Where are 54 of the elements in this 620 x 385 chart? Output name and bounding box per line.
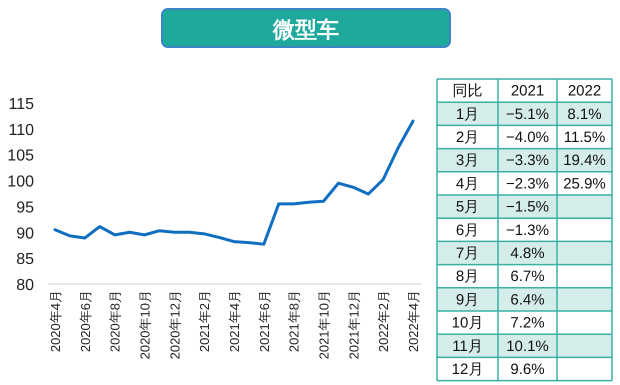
- chart-title: 微型车: [272, 17, 339, 42]
- x-tick-label: 2021年6月: [256, 290, 272, 352]
- y-tick-label: 90: [16, 225, 34, 242]
- data-label: −3.3%: [506, 152, 549, 170]
- y-tick-label: 10月: [452, 314, 484, 332]
- x-tick-label: 2021年2月: [197, 290, 212, 352]
- x-tick-label: 2021年12月: [346, 290, 362, 360]
- x-tick-label: 2022年2月: [376, 290, 392, 352]
- data-label: −4.0%: [506, 129, 549, 146]
- x-tick-label: 2022: [568, 82, 602, 100]
- data-label: 19.4%: [563, 152, 606, 170]
- y-tick-label: 85: [16, 251, 34, 268]
- y-tick-label: 115: [8, 96, 34, 113]
- x-tick-label: 2022年4月: [406, 290, 421, 352]
- data-label: −2.3%: [506, 175, 549, 192]
- y-tick-label: 7月: [456, 245, 480, 262]
- data-label: 25.9%: [563, 175, 606, 192]
- data-label: 6.4%: [510, 291, 545, 308]
- data-label: 9.6%: [510, 361, 545, 378]
- x-tick-label: 2021: [510, 82, 544, 100]
- x-tick-label: 2020年8月: [108, 290, 123, 352]
- y-tick-label: 105: [7, 148, 34, 165]
- y-tick-label: 3月: [456, 152, 480, 170]
- data-label: −1.5%: [506, 198, 549, 216]
- data-label: 7.2%: [510, 314, 545, 332]
- y-tick-label: 2月: [456, 129, 480, 146]
- data-label: 10.1%: [506, 338, 549, 355]
- x-tick-label: 2021年8月: [286, 290, 302, 352]
- data-label: 11.5%: [564, 129, 606, 146]
- data-label: 8.1%: [567, 106, 602, 123]
- y-tick-label: 100: [7, 174, 34, 191]
- y-tick-label: 8月: [456, 268, 480, 286]
- y-tick-label: 4月: [456, 175, 480, 192]
- x-tick-label: 2021年10月: [316, 290, 332, 360]
- y-tick-label: 95: [16, 199, 34, 216]
- y-tick-label: 80: [16, 277, 34, 294]
- data-label: 6.7%: [510, 268, 545, 286]
- x-tick-label: 2020年10月: [138, 290, 152, 360]
- chart-title: 同比: [452, 82, 482, 100]
- y-tick-label: 11月: [452, 338, 483, 355]
- x-tick-label: 2020年6月: [78, 290, 93, 352]
- data-label: −1.3%: [506, 222, 549, 239]
- y-tick-label: 6月: [456, 222, 480, 239]
- y-tick-label: 5月: [456, 198, 480, 216]
- x-tick-label: 2021年4月: [227, 290, 242, 352]
- data-label: 4.8%: [510, 245, 545, 262]
- y-tick-label: 9月: [456, 291, 480, 308]
- y-tick-label: 110: [8, 122, 34, 139]
- data-label: −5.1%: [506, 106, 549, 123]
- x-tick-label: 2020年12月: [167, 290, 182, 360]
- y-tick-label: 12月: [452, 361, 484, 378]
- line-series: [54, 120, 414, 246]
- y-tick-label: 1月: [456, 106, 480, 123]
- x-tick-label: 2020年4月: [48, 290, 63, 352]
